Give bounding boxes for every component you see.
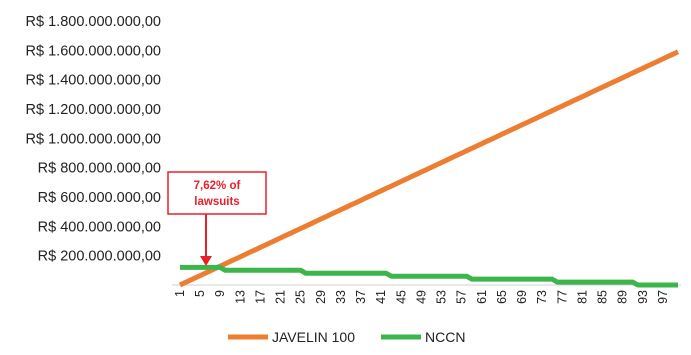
x-tick-label: 97	[656, 290, 670, 304]
x-tick-label: 81	[575, 290, 589, 304]
x-tick-label: 9	[213, 290, 227, 297]
x-tick-label: 37	[354, 290, 368, 304]
x-tick-label: 1	[173, 290, 187, 297]
x-tick-label: 5	[193, 290, 207, 297]
annotation-box	[167, 171, 267, 215]
legend: JAVELIN 100 NCCN	[228, 329, 465, 345]
y-tick-label: R$ 200.000.000,00	[38, 249, 161, 265]
series-lines	[178, 49, 680, 288]
x-tick-label: 41	[374, 290, 388, 304]
x-tick-label: 49	[414, 290, 428, 304]
legend-label-javelin: JAVELIN 100	[272, 329, 355, 345]
legend-label-nccn: NCCN	[425, 329, 465, 345]
x-tick-label: 89	[616, 290, 630, 304]
x-axis-ticks: 1 5 9 13 17 21 25 29 33 37 41 45 49 53 57 61 65 69 73 77 81 8…	[173, 290, 670, 304]
x-tick-label: 21	[274, 290, 288, 304]
x-tick-label: 33	[334, 290, 348, 304]
x-tick-label: 25	[294, 290, 308, 304]
series-line-nccn	[180, 264, 678, 288]
annotation: 7,62% of lawsuits	[167, 171, 267, 266]
series-line-javelin-100	[178, 49, 680, 288]
x-tick-label: 65	[495, 290, 509, 304]
x-tick-label: 57	[455, 290, 469, 304]
annotation-line-2: lawsuits	[194, 196, 239, 208]
y-tick-label: R$ 1.200.000.000,00	[26, 102, 161, 118]
x-tick-label: 13	[233, 290, 247, 304]
x-tick-label: 73	[535, 290, 549, 304]
y-tick-label: R$ 1.600.000.000,00	[26, 43, 161, 59]
y-tick-label: R$ 600.000.000,00	[38, 190, 161, 206]
x-tick-label: 17	[253, 290, 267, 304]
y-tick-label: R$ 1.000.000.000,00	[26, 131, 161, 147]
x-tick-label: 69	[515, 290, 529, 304]
x-tick-label: 53	[435, 290, 449, 304]
x-tick-label: 77	[555, 290, 569, 304]
x-tick-label: 61	[475, 290, 489, 304]
x-tick-label: 85	[596, 290, 610, 304]
y-axis-ticks: R$ 200.000.000,00 R$ 400.000.000,00 R$ 600…	[26, 14, 161, 265]
x-tick-label: 93	[636, 290, 650, 304]
y-tick-label: R$ 800.000.000,00	[38, 161, 161, 177]
y-tick-label: R$ 1.400.000.000,00	[26, 73, 161, 89]
y-tick-label: R$ 400.000.000,00	[38, 219, 161, 235]
annotation-arrow-head	[200, 256, 212, 266]
annotation-line-1: 7,62% of	[194, 180, 241, 192]
x-tick-label: 29	[314, 290, 328, 304]
x-tick-label: 45	[394, 290, 408, 304]
y-tick-label: R$ 1.800.000.000,00	[26, 14, 161, 30]
